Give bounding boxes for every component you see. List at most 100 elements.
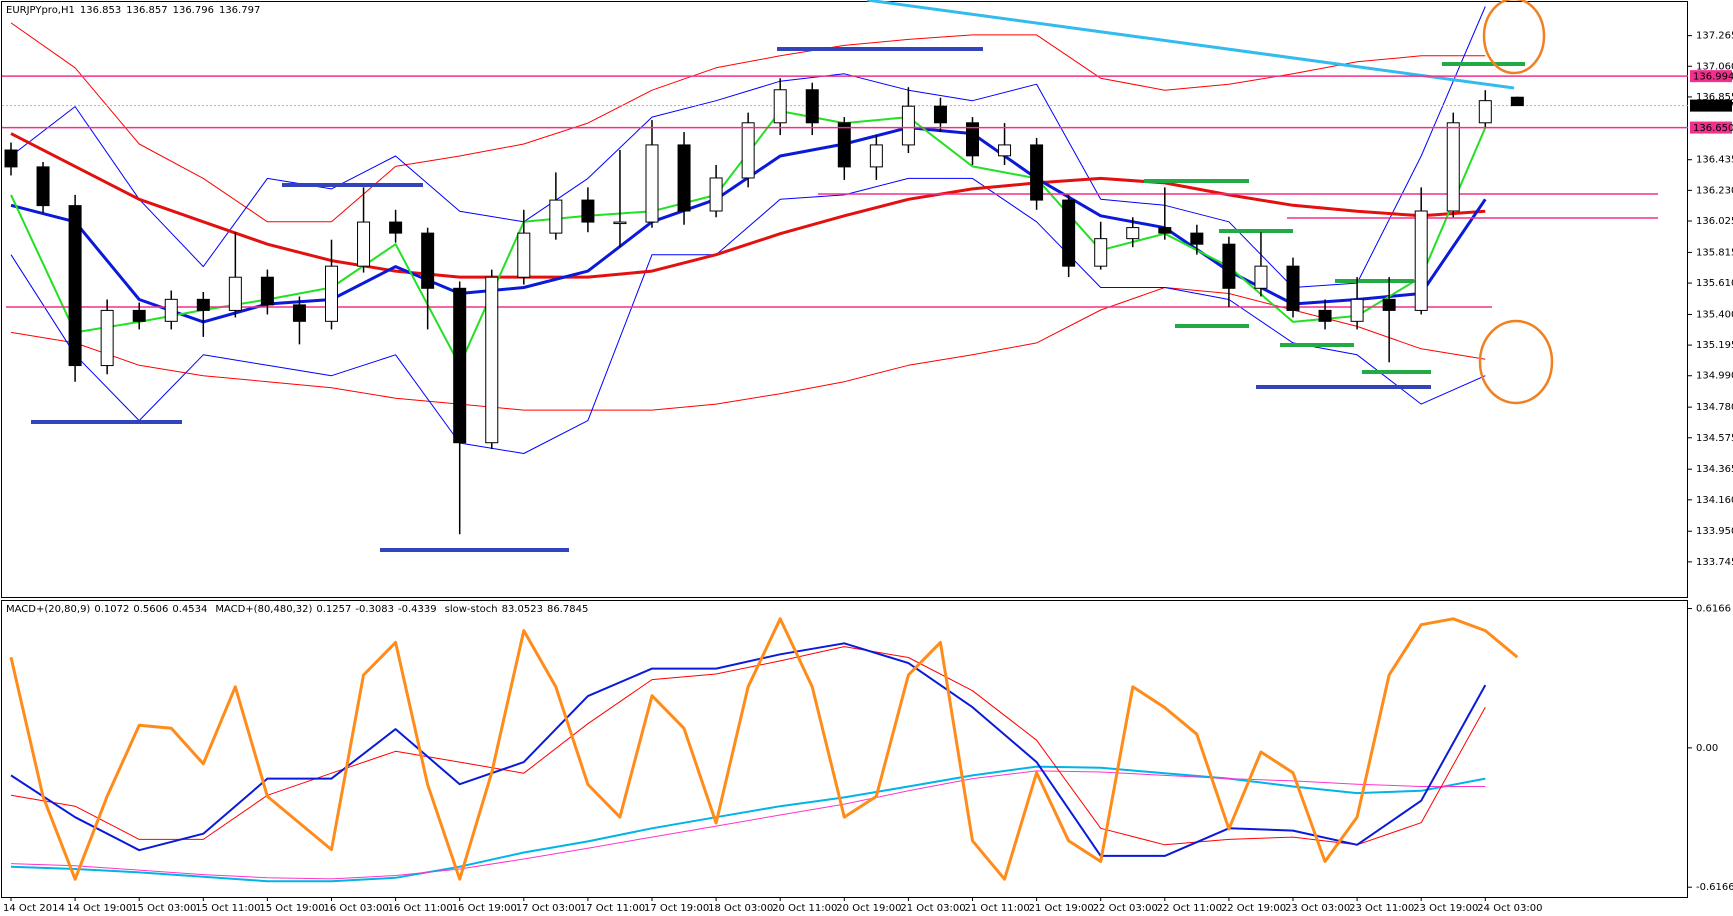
candle-body: [1222, 243, 1236, 289]
candle-body: [549, 199, 563, 234]
indicator-value: 0.1257: [316, 604, 351, 615]
candle-body: [517, 232, 531, 278]
x-tick-label: 17 Oct 03:00: [516, 903, 581, 914]
y-tick-label: 134.780: [1696, 402, 1733, 413]
candle-body: [1254, 265, 1268, 289]
candle-body: [100, 309, 114, 367]
x-tick-label: 17 Oct 11:00: [580, 903, 645, 914]
highlight-circle: [1482, 0, 1546, 75]
x-tick-label: 22 Oct 19:00: [1221, 903, 1286, 914]
x-tick-label: 14 Oct 2014: [3, 903, 65, 914]
price-label-box: [1690, 70, 1732, 83]
y-tick-label: 137.060: [1696, 61, 1733, 72]
candle-body: [1446, 122, 1460, 212]
x-tick-label: 23 Oct 19:00: [1413, 903, 1478, 914]
candle-body: [1126, 227, 1140, 240]
x-tick-label: 22 Oct 11:00: [1157, 903, 1222, 914]
y-tick-label: 0.6166: [1696, 604, 1731, 615]
candle-body: [164, 298, 178, 322]
candle-body: [869, 144, 883, 168]
y-tick-label: 135.610: [1696, 278, 1733, 289]
indicator-value: -0.3083: [355, 604, 394, 615]
indicator-line: [9, 617, 1519, 881]
price-level-label: 136.994: [1693, 72, 1733, 83]
candle-body: [421, 232, 435, 289]
candle-body: [998, 144, 1012, 157]
y-tick-label: 136.025: [1696, 216, 1733, 227]
candle-body: [677, 144, 691, 212]
ohlc-readout: 136.797: [219, 5, 260, 16]
candle-body: [741, 122, 755, 179]
chart-header: EURJPYpro,H1 136.853 136.857 136.796 136.797: [6, 5, 260, 16]
candle-body: [357, 221, 371, 267]
x-tick-label: 21 Oct 11:00: [965, 903, 1030, 914]
candle-body: [709, 177, 723, 212]
candle-body: [1062, 199, 1076, 267]
candle-body: [1318, 309, 1332, 322]
label-layer: EURJPYpro,H1 136.853 136.857 136.796 136.797…: [3, 5, 1733, 914]
y-tick-label: 137.265: [1696, 31, 1733, 42]
overlay-layer: [2, 75, 1688, 535]
candle-body: [901, 105, 915, 146]
price-level-label: 136.650: [1693, 123, 1733, 134]
candle-body: [1030, 144, 1044, 201]
candle-body: [68, 205, 82, 367]
candle-body: [837, 122, 851, 168]
y-tick-label: 133.745: [1696, 557, 1733, 568]
y-tick-label: 133.950: [1696, 526, 1733, 537]
x-tick-label: 15 Oct 19:00: [259, 903, 324, 914]
x-tick-label: 22 Oct 03:00: [1093, 903, 1158, 914]
indicator-name: MACD+(20,80,9): [6, 604, 90, 615]
candle-body: [933, 105, 947, 124]
y-tick-label: 0.00: [1696, 743, 1718, 754]
indicator-line: [10, 770, 1486, 880]
x-tick-label: 20 Oct 19:00: [836, 903, 901, 914]
candle-body: [966, 122, 979, 157]
candle-body: [1190, 232, 1204, 245]
x-tick-label: 23 Oct 03:00: [1285, 903, 1350, 914]
drawings: [6, 0, 1658, 552]
indicator-line: [10, 132, 1486, 279]
y-tick-label: 136.855: [1696, 92, 1733, 103]
y-tick-label: 136.230: [1696, 185, 1733, 196]
x-tick-label: 23 Oct 11:00: [1349, 903, 1414, 914]
candle-body: [805, 89, 819, 124]
candle-body: [292, 304, 306, 322]
y-tick-label: 135.815: [1696, 247, 1733, 258]
candle-body: [260, 276, 274, 306]
candle-body: [1478, 100, 1492, 124]
current-price-label: 136.797: [1693, 101, 1733, 112]
indicator-line: [10, 765, 1486, 883]
x-tick-label: 16 Oct 19:00: [452, 903, 517, 914]
y-tick-label: 135.400: [1696, 309, 1733, 320]
indicator-line: [10, 287, 1486, 411]
y-tick-label: -0.6166: [1696, 882, 1733, 893]
indicator-value: -0.4339: [398, 604, 437, 615]
candle-body: [1286, 265, 1300, 311]
y-tick-label: 134.575: [1696, 433, 1733, 444]
y-tick-label: 134.990: [1696, 371, 1733, 382]
indicator-value: 0.5606: [133, 604, 168, 615]
x-tick-label: 14 Oct 19:00: [67, 903, 132, 914]
y-tick-label: 135.195: [1696, 340, 1733, 351]
candle-body: [36, 166, 50, 207]
candle-body: [325, 265, 338, 322]
x-tick-label: 21 Oct 03:00: [900, 903, 965, 914]
indicator-name: slow-stoch: [445, 604, 498, 615]
symbol: EURJPYpro,H1: [6, 5, 75, 16]
candle-body: [773, 89, 787, 124]
indicator-value: 86.7845: [547, 604, 588, 615]
candle-body: [1350, 298, 1364, 322]
main-panel: [1, 1, 1688, 598]
x-tick-label: 16 Oct 11:00: [388, 903, 453, 914]
candle-body: [196, 298, 210, 311]
trend-line: [866, 0, 1515, 90]
ohlc-readout: 136.796: [173, 5, 214, 16]
x-tick-label: 21 Oct 19:00: [1029, 903, 1094, 914]
candle-body: [228, 276, 242, 311]
candle-body: [4, 149, 18, 168]
candle-body: [613, 221, 627, 225]
candle-body: [1414, 210, 1428, 311]
